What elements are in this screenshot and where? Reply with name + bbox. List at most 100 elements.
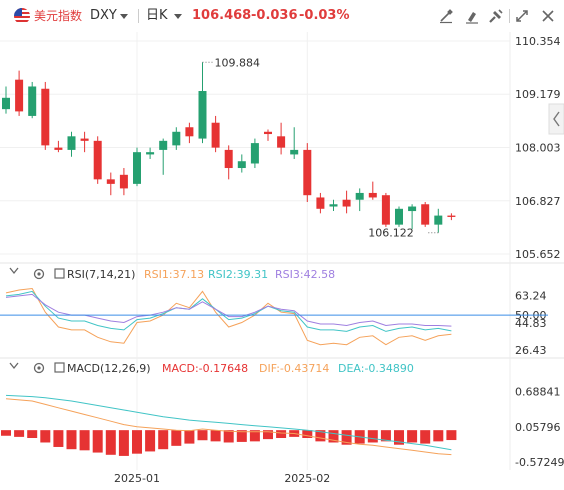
candle (329, 199, 338, 212)
candle-body (316, 197, 325, 209)
candle-body (2, 97, 10, 110)
macd-bar (263, 430, 273, 440)
candle-body (342, 199, 351, 207)
close-icon[interactable] (540, 8, 556, 24)
candle (421, 201, 430, 227)
candle (93, 136, 102, 184)
macd-bar (27, 430, 38, 438)
candle (28, 81, 37, 119)
candle-body (93, 140, 102, 180)
instrument-name[interactable]: 美元指数 (34, 9, 83, 23)
dif-value: DIF:-0.43714 (259, 362, 329, 375)
rsi-tick-label: 26.43 (515, 344, 547, 357)
candle-body (329, 204, 338, 207)
dea-value: DEA:-0.34890 (338, 362, 414, 375)
price-tick-label: 109.179 (515, 88, 561, 101)
candle (54, 140, 63, 153)
macd-bar (92, 430, 103, 453)
rsi-series (5, 287, 452, 346)
macd-bar (210, 430, 221, 442)
candle (198, 62, 207, 144)
macd-histogram (1, 430, 457, 456)
symbol-chevron-down-icon[interactable] (120, 14, 128, 19)
candle (106, 172, 115, 196)
rsi1-value: RSI1:37.13 (144, 268, 204, 281)
macd-bar (380, 430, 391, 442)
candle (316, 192, 325, 214)
settings-icon[interactable] (33, 268, 45, 280)
macd-bar (197, 430, 208, 441)
dif-line (5, 398, 452, 456)
macd-value: MACD:-0.17648 (162, 362, 248, 375)
macd-tick-label: 0.68841 (515, 386, 561, 399)
candle (447, 213, 456, 221)
candle-body (237, 161, 246, 169)
expand-panel-button[interactable] (548, 103, 564, 135)
candle (67, 131, 76, 157)
fullscreen-icon[interactable] (514, 8, 530, 24)
candle-body (277, 136, 286, 148)
checkbox-icon[interactable] (54, 362, 65, 373)
macd-bar (223, 430, 234, 443)
candle (434, 208, 443, 233)
price-change: -0.036 (251, 8, 298, 23)
dea-line (5, 394, 452, 451)
rsi-tick-label: 63.24 (515, 290, 547, 303)
candle (250, 138, 259, 169)
macd-bar (40, 430, 51, 443)
period-selector[interactable]: 日K (146, 8, 168, 23)
period-chevron-down-icon[interactable] (174, 14, 182, 19)
candle-body (146, 152, 155, 155)
candle-body (303, 149, 312, 196)
candle (146, 147, 155, 159)
header-divider (138, 9, 139, 23)
us-flag-icon (14, 8, 30, 24)
candle-body (264, 131, 272, 135)
macd-bar (315, 430, 326, 442)
candle (277, 122, 286, 155)
macd-bar (118, 430, 129, 456)
candle (303, 143, 312, 202)
checkbox-icon[interactable] (54, 268, 65, 279)
tools-icon[interactable] (488, 8, 504, 24)
macd-bar (53, 430, 64, 447)
macd-bar (236, 430, 247, 442)
rsi2-line (5, 290, 452, 332)
candle-body (290, 149, 299, 155)
candle (15, 70, 24, 116)
macd-tick-label: -0.57249 (515, 456, 564, 469)
candle (2, 86, 10, 114)
edit-line-icon[interactable] (438, 8, 454, 24)
time-axis: 2025-01 2025-02 (114, 472, 330, 485)
collapse-icon[interactable] (9, 362, 19, 370)
candle (224, 145, 233, 180)
macd-bar (433, 430, 444, 442)
candle-body (54, 147, 63, 150)
macd-bar (341, 430, 352, 445)
candle (41, 81, 50, 150)
chevron-left-icon[interactable] (553, 111, 560, 127)
low-price-label: 106.122 (368, 227, 414, 240)
macd-bar (1, 430, 11, 436)
price-axis: 110.354 109.179 108.003 106.827 105.652 (515, 35, 561, 261)
collapse-icon[interactable] (9, 267, 19, 275)
candle (172, 127, 181, 150)
candle (408, 204, 417, 230)
candle (159, 138, 168, 175)
macd-bar (302, 430, 313, 438)
settings-icon[interactable] (33, 362, 45, 374)
candle (80, 131, 89, 153)
time-tick-label: 2025-01 (114, 472, 160, 485)
candle-body (355, 192, 364, 200)
candle-body (421, 204, 430, 225)
drawing-tool-icon[interactable] (464, 8, 480, 24)
price-change-pct: -0.03% (299, 8, 350, 23)
candle-body (28, 86, 37, 116)
instrument-symbol[interactable]: DXY (90, 8, 117, 23)
macd-axis: 0.68841 0.05796 -0.57249 (515, 386, 564, 470)
price-tick-label: 105.652 (515, 248, 561, 261)
candle-body (67, 136, 76, 150)
rsi3-value: RSI3:42.58 (275, 268, 335, 281)
